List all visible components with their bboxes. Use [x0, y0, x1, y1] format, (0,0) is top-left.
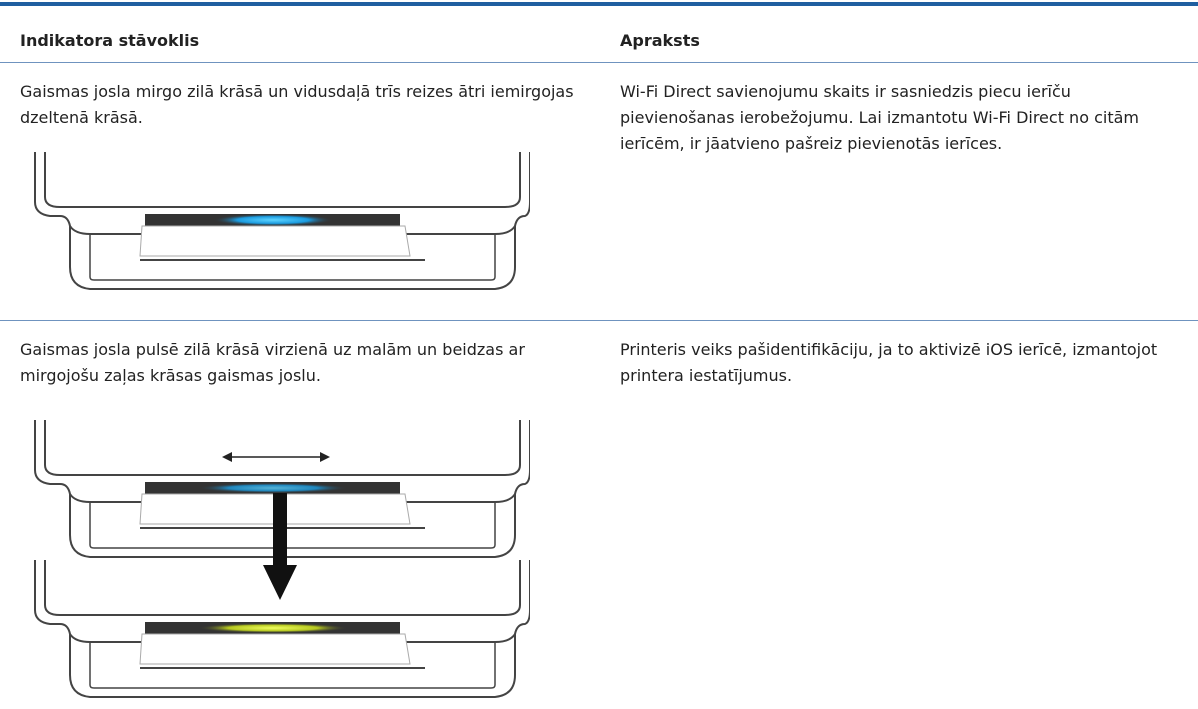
printer-illustration [35, 152, 530, 289]
cell-text: Printeris veiks pašidentifikāciju, ja to… [620, 340, 1158, 385]
column-header: Indikatora stāvoklis [20, 31, 200, 50]
cell-text: Wi-Fi Direct savienojumu skaits ir sasni… [620, 82, 1139, 153]
printer-illustration [35, 420, 530, 557]
down-arrow [263, 493, 297, 600]
header-rule [0, 62, 1198, 63]
cell-text: Gaismas josla pulsē zilā krāsā virzienā … [20, 340, 525, 385]
printer-illustration [35, 560, 530, 697]
top-rule [0, 2, 1198, 6]
column-header: Apraksts [620, 31, 700, 50]
row-rule [0, 320, 1198, 321]
cell-text: Gaismas josla mirgo zilā krāsā un vidusd… [20, 82, 574, 127]
